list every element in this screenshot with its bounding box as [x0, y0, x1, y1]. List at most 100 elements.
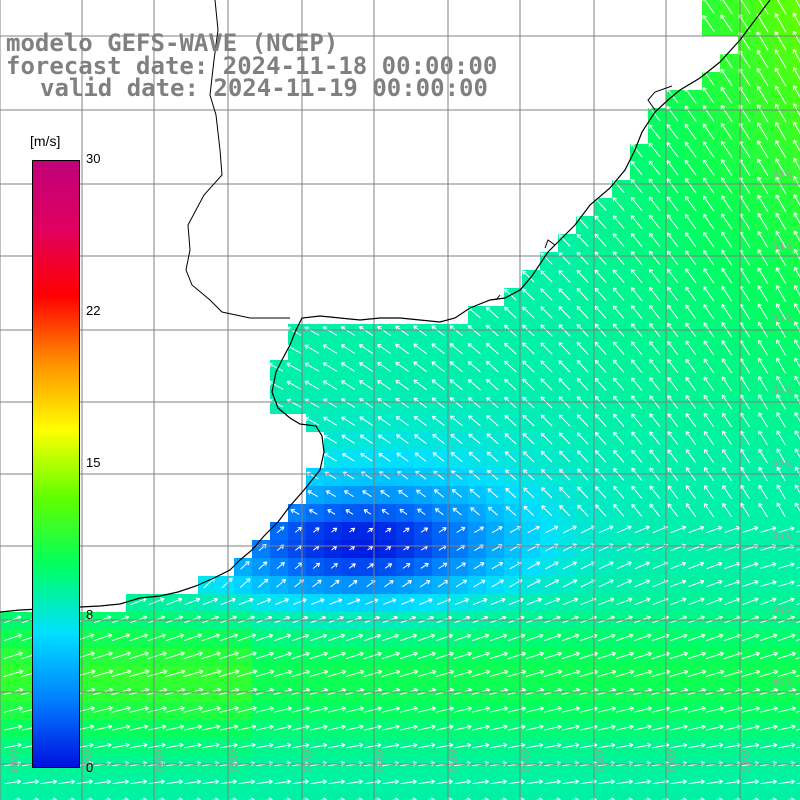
wind-arrow [202, 597, 218, 606]
wind-arrow [323, 453, 337, 462]
wind-arrow [633, 706, 653, 713]
wind-arrow [670, 779, 687, 785]
wind-arrow [486, 397, 499, 409]
wind-arrow [794, 448, 800, 459]
wind-arrow [612, 341, 625, 355]
wind-arrow [685, 431, 697, 446]
wind-speed-cell [360, 792, 378, 800]
wind-arrow [129, 706, 149, 713]
wind-arrow [669, 651, 688, 660]
wind-arrow [522, 306, 535, 319]
wind-arrow [255, 651, 274, 660]
wind-arrow [522, 288, 535, 301]
wind-speed-cell [792, 72, 800, 90]
wind-arrow [93, 669, 114, 678]
wind-arrow [742, 779, 759, 785]
wind-arrow [367, 527, 374, 533]
wind-arrow [58, 779, 76, 785]
wind-arrow [527, 579, 541, 588]
wind-arrow [648, 268, 661, 284]
wind-arrow [527, 525, 540, 534]
wind-speed-cell [792, 738, 800, 756]
wind-arrow [778, 779, 795, 785]
wind-arrow [631, 431, 643, 445]
wind-arrow [111, 669, 132, 678]
wind-arrow [687, 651, 706, 660]
wind-speed-cell [792, 360, 800, 378]
wind-arrow [454, 779, 471, 785]
wind-arrow [685, 304, 697, 320]
wind-arrow [450, 433, 463, 445]
wind-arrow [561, 651, 580, 660]
wind-arrow [721, 213, 733, 230]
wind-arrow [453, 669, 473, 677]
wind-arrow [449, 361, 463, 373]
wind-speed-cell [180, 792, 198, 800]
wind-arrow [666, 124, 679, 140]
wind-speed-cell [792, 90, 800, 108]
wind-arrow [634, 742, 652, 749]
wind-arrow [486, 433, 499, 445]
wind-arrow [543, 724, 562, 731]
wind-arrow [129, 633, 149, 642]
wind-arrow [634, 525, 650, 534]
wind-arrow [742, 580, 759, 587]
wind-arrow [594, 305, 607, 319]
wind-arrow [648, 142, 661, 158]
wind-arrow [417, 724, 436, 731]
wind-speed-cell [558, 792, 576, 800]
wind-arrow [649, 431, 661, 446]
wind-speed-cell [792, 756, 800, 774]
wind-arrow [291, 669, 311, 677]
wind-arrow [576, 359, 589, 373]
wind-arrow [796, 584, 800, 587]
wind-arrow [345, 509, 354, 515]
wind-arrow [489, 651, 508, 660]
wind-arrow [757, 339, 769, 356]
wind-speed-cell [792, 378, 800, 396]
wind-arrow [507, 724, 526, 731]
wind-arrow [794, 375, 800, 387]
wind-arrow [759, 669, 779, 677]
wind-speed-cell [522, 792, 540, 800]
wind-arrow [377, 361, 392, 373]
wind-arrow [468, 433, 481, 445]
wind-arrow [720, 141, 733, 158]
wind-speed-cell [738, 792, 756, 800]
wind-arrow [471, 724, 490, 731]
wind-arrow [667, 376, 679, 392]
wind-arrow [359, 416, 373, 426]
wind-arrow [544, 597, 561, 606]
wind-arrow [630, 214, 643, 230]
wind-speed-cell [468, 792, 486, 800]
wind-arrow [703, 430, 715, 446]
wind-arrow [345, 669, 365, 677]
wind-arrow [166, 597, 183, 606]
wind-arrow [705, 651, 724, 660]
wind-arrow [758, 357, 769, 374]
lon-label: 55W [449, 749, 461, 772]
wind-arrow [507, 651, 526, 660]
wind-speed-cell [792, 666, 800, 684]
latitude-labels: 33S 34S 35S 36S 37S 38S 39S 40S [772, 169, 792, 689]
wind-arrow [758, 484, 768, 500]
wind-arrow [778, 633, 796, 642]
wind-arrow [148, 742, 166, 749]
wind-arrow [504, 360, 517, 373]
wind-arrow [616, 561, 632, 570]
wind-speed-cell [792, 342, 800, 360]
lon-label: 59W [155, 749, 167, 772]
wind-speed-cell [774, 792, 792, 800]
wind-arrow [435, 706, 455, 713]
wind-arrow [741, 651, 760, 660]
wind-arrow [309, 706, 329, 713]
colorbar-unit: [m/s] [30, 133, 61, 149]
wind-arrow [417, 651, 436, 660]
wind-arrow [413, 361, 428, 373]
wind-speed-cell [486, 792, 504, 800]
wind-arrow [322, 380, 338, 390]
wind-arrow [309, 651, 328, 660]
wind-arrow [399, 706, 419, 713]
wind-arrow [558, 288, 571, 301]
wind-arrow [381, 509, 390, 515]
